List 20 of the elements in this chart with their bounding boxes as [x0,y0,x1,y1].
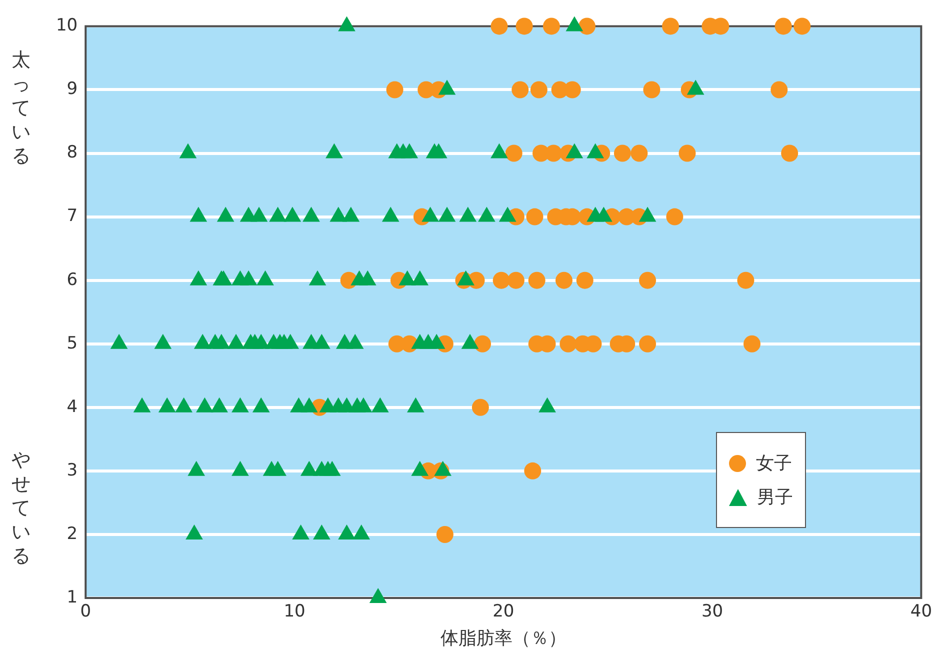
x-axis-title: 体脂肪率（％） [440,628,566,649]
y-tick-label: 5 [66,333,78,354]
x-tick-label: 0 [80,602,92,622]
y-tick-label: 8 [66,142,78,163]
y-tick-label: 1 [66,587,78,608]
x-tick-label: 20 [492,602,514,622]
text: 太っている [10,48,32,168]
y-tick-label: 7 [66,206,78,226]
text: やせている [10,448,32,568]
x-tick-label: 30 [701,602,724,622]
y-tick-label: 9 [66,79,78,100]
y-tick-label: 4 [66,396,78,417]
y-tick-label: 6 [66,270,78,290]
y-tick-label: 10 [56,16,78,36]
legend-label: 女子 [756,452,792,475]
y-tick-label: 2 [66,524,78,544]
x-tick-label: 40 [910,602,932,622]
x-tick-label: 10 [284,602,306,622]
legend-label: 男子 [757,486,793,509]
y-tick-label: 3 [66,460,78,480]
